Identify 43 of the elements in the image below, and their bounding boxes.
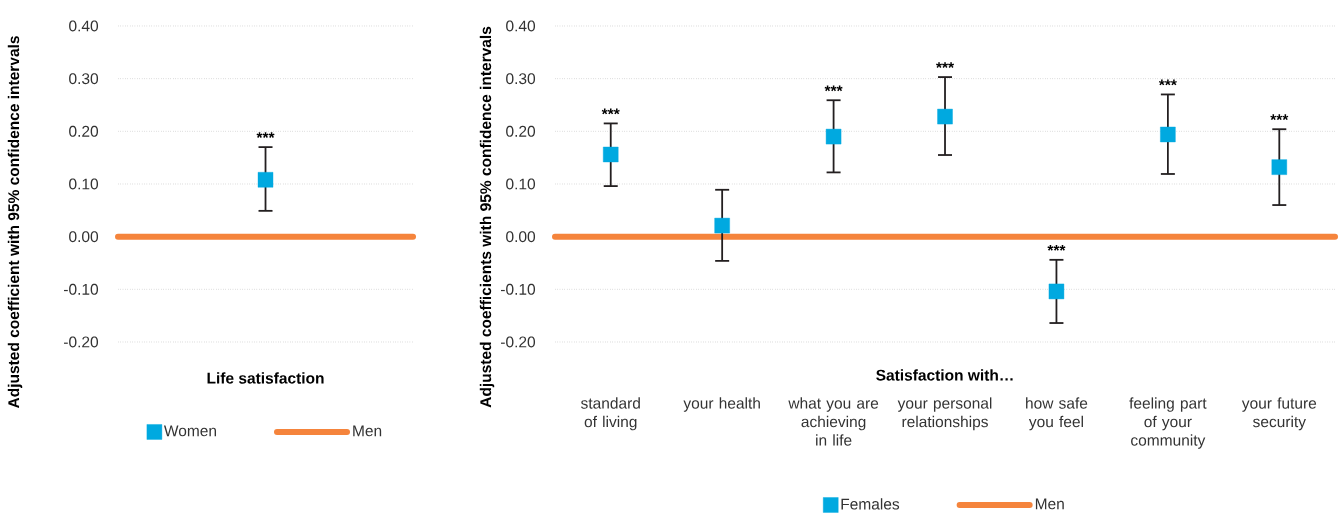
y-tick-label: 0.00 bbox=[506, 231, 536, 243]
y-tick-label: 0.30 bbox=[506, 73, 536, 85]
y-tick-label: -0.10 bbox=[64, 283, 99, 295]
x-tick-label: how safe you feel bbox=[1026, 397, 1088, 431]
x-tick-label: your health bbox=[683, 397, 760, 412]
point bbox=[1160, 126, 1176, 143]
x-tick-label: feeling part of your community bbox=[1129, 397, 1207, 449]
annotation: *** bbox=[256, 132, 275, 139]
y-tick-label: 0.30 bbox=[69, 73, 99, 85]
point bbox=[603, 146, 619, 163]
y-axis-title: Adjusted coefficient with 95% confidence intervals bbox=[7, 36, 23, 409]
y-axis-title: Adjusted coefficients with 95% confidence intervals bbox=[479, 26, 495, 408]
legend-label: Women bbox=[163, 425, 216, 437]
point bbox=[1048, 283, 1065, 300]
annotation: *** bbox=[1158, 79, 1177, 86]
annotation: *** bbox=[601, 108, 620, 115]
x-tick-label: your future security bbox=[1241, 397, 1317, 431]
legend-label: Men bbox=[353, 425, 382, 437]
y-tick-label: 0.40 bbox=[506, 20, 536, 32]
point bbox=[1271, 159, 1287, 175]
y-tick-label: -0.20 bbox=[501, 336, 536, 348]
y-tick-label: -0.20 bbox=[64, 336, 99, 348]
y-tick-label: -0.10 bbox=[501, 283, 536, 295]
y-tick-label: 0.10 bbox=[506, 178, 536, 190]
annotation: *** bbox=[936, 62, 955, 68]
annotation: *** bbox=[1047, 244, 1066, 251]
y-tick-label: 0.40 bbox=[69, 20, 99, 32]
point bbox=[937, 108, 953, 125]
annotation: *** bbox=[824, 85, 843, 92]
x-tick-label: what you are achieving in life bbox=[788, 397, 879, 446]
y-tick-label: 0.00 bbox=[69, 231, 99, 243]
point bbox=[714, 217, 730, 234]
point bbox=[825, 128, 842, 145]
y-tick-label: 0.10 bbox=[69, 178, 99, 190]
y-tick-label: 0.20 bbox=[506, 125, 536, 137]
annotation: *** bbox=[1270, 114, 1289, 121]
legend-label: Females bbox=[841, 498, 900, 510]
legend-label: Men bbox=[1035, 498, 1064, 510]
x-axis-title: Satisfaction with… bbox=[876, 369, 1013, 381]
x-tick-label: your personal relationships bbox=[897, 397, 992, 431]
y-tick-label: 0.20 bbox=[69, 125, 99, 137]
x-axis-title: Life satisfaction bbox=[207, 372, 324, 384]
x-tick-label: standard of living bbox=[581, 397, 640, 431]
